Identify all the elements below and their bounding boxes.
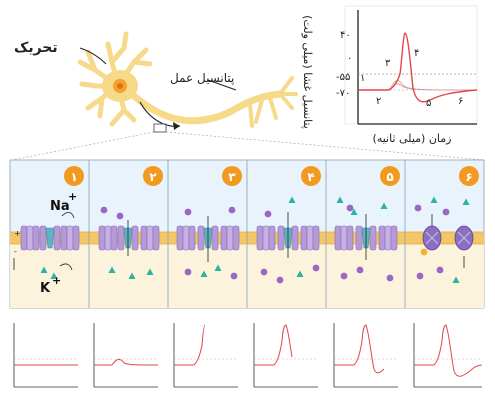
panel-5-badge: ۵	[380, 166, 400, 186]
panel-1-channels: + -	[13, 212, 80, 279]
na-charge-label: +	[68, 190, 77, 203]
phase-label-2: ۲	[376, 96, 381, 107]
panel-6-badge: ۶	[459, 166, 479, 186]
svg-text:۴: ۴	[307, 170, 314, 184]
axon-terminals	[248, 76, 298, 128]
k-ion-label: K	[40, 281, 51, 296]
mini-trace-4	[250, 318, 320, 396]
ap-graph: ۴۰ ۰ -۵۵ -۷۰ ۱ ۲ ۳ ۴ ۵ ۶ زمان (میلی ثانی…	[301, 5, 478, 145]
y-axis-label: پتانسیل غشا (میلی ولت)	[301, 15, 314, 129]
subthreshold-trace	[358, 80, 478, 91]
svg-text:۶: ۶	[465, 170, 472, 184]
zoom-line-left	[11, 131, 155, 161]
phase-label-1: ۱	[360, 73, 365, 84]
y-tick-55: -۵۵	[336, 72, 350, 83]
neuron-soma	[77, 31, 153, 127]
ap-trace	[358, 32, 478, 103]
panel-3-badge: ۳	[222, 166, 242, 186]
neuron-axon	[130, 90, 284, 125]
panel-5-channels	[334, 196, 398, 282]
stimulus-label: تحریک	[14, 40, 58, 56]
svg-text:۲: ۲	[149, 170, 157, 184]
panel-2-channels	[98, 206, 160, 279]
panel-4-channels	[256, 196, 320, 284]
mini-trace-3	[170, 318, 240, 396]
panel-3-channels	[176, 206, 240, 280]
zoom-line-right	[165, 131, 485, 161]
phase-label-5: ۵	[426, 98, 431, 109]
mini-trace-1	[10, 318, 80, 396]
k-charge-label: +	[52, 274, 61, 287]
panel-1-badge: ۱	[64, 166, 84, 186]
mini-traces	[10, 318, 484, 396]
mini-trace-5	[330, 318, 400, 396]
mini-trace-2	[90, 318, 160, 396]
neuron-diagram: تحریک پتانسیل عمل	[14, 31, 298, 133]
phase-label-3: ۳	[385, 58, 391, 69]
svg-text:+: +	[14, 229, 21, 238]
x-axis-label: زمان (میلی ثانیه)	[373, 132, 452, 145]
phase-label-4: ۴	[414, 48, 419, 59]
svg-text:-: -	[14, 247, 17, 256]
y-tick-0: ۰	[347, 53, 352, 64]
mini-trace-6	[410, 318, 484, 396]
stimulus-arrow	[79, 47, 107, 65]
panel-4-badge: ۴	[301, 166, 321, 186]
panel-badges: ۱ ۲ ۳ ۴ ۵ ۶	[64, 166, 479, 186]
ap-label-arrow	[207, 79, 237, 91]
svg-text:۵: ۵	[386, 170, 393, 184]
svg-text:۳: ۳	[228, 170, 236, 184]
na-ion-label: Na	[50, 199, 70, 214]
phase-label-6: ۶	[458, 96, 463, 107]
y-tick-70: -۷۰	[336, 88, 350, 99]
magnify-box	[153, 123, 167, 133]
panel-6-channels	[414, 196, 474, 283]
panel-2-badge: ۲	[143, 166, 163, 186]
svg-text:۱: ۱	[70, 170, 77, 184]
ap-label: پتانسیل عمل	[170, 71, 234, 85]
y-tick-40: ۴۰	[340, 30, 351, 41]
